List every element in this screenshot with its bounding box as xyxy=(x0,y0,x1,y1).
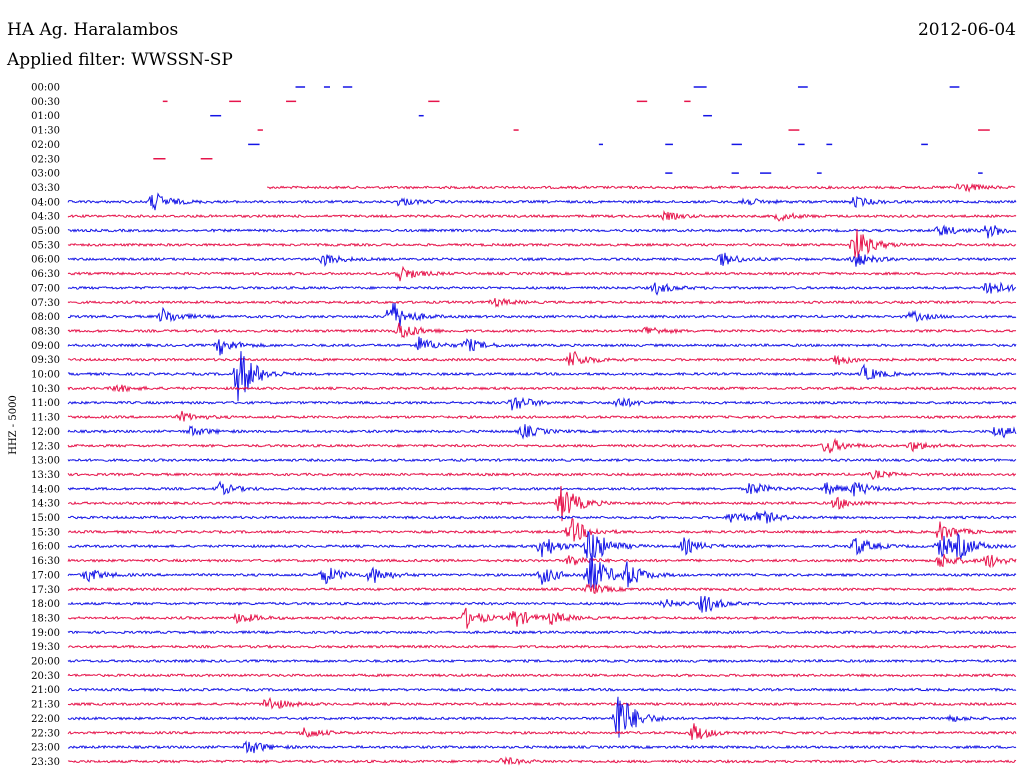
tick-label: 18:00 xyxy=(31,599,60,610)
trace-line xyxy=(67,629,1017,635)
trace-line xyxy=(67,607,1017,629)
trace-line xyxy=(67,530,1017,562)
trace-line xyxy=(67,192,1017,211)
tick-label: 07:00 xyxy=(31,283,60,294)
trace-line xyxy=(67,696,1017,738)
trace-line xyxy=(67,281,1017,296)
tick-label: 11:30 xyxy=(31,413,60,424)
tick-label: 00:00 xyxy=(31,83,60,94)
trace-line xyxy=(67,644,1017,649)
trace-line xyxy=(67,469,1017,481)
filter-line: Applied filter: WWSSN-SP xyxy=(7,50,233,70)
y-axis-label: HHZ - 5000 xyxy=(8,395,19,455)
tick-label: 14:30 xyxy=(31,499,60,510)
tick-label: 17:30 xyxy=(31,585,60,596)
trace-line xyxy=(67,554,1017,569)
tick-label: 02:00 xyxy=(31,140,60,151)
trace-line xyxy=(67,658,1017,664)
trace-line xyxy=(67,437,1017,454)
tick-label: 12:30 xyxy=(31,441,60,452)
trace-line xyxy=(67,384,1017,393)
tick-label: 21:00 xyxy=(31,685,60,696)
tick-label: 08:30 xyxy=(31,326,60,337)
filter-value: WWSSN-SP xyxy=(131,50,233,70)
station-title: HA Ag. Haralambos xyxy=(7,20,179,40)
tick-label: 05:30 xyxy=(31,240,60,251)
trace-line xyxy=(67,687,1017,693)
tick-label: 22:00 xyxy=(31,714,60,725)
tick-label: 16:00 xyxy=(31,542,60,553)
tick-label: 19:30 xyxy=(31,642,60,653)
trace-line xyxy=(67,336,1017,356)
tick-label: 10:00 xyxy=(31,370,60,381)
seismic-traces xyxy=(67,86,1017,766)
trace-line xyxy=(67,696,1017,710)
trace-line xyxy=(67,252,1017,268)
time-tick-labels: 00:00 00:30 01:00 01:30 02:00 02:30 03:00 03:30… xyxy=(31,83,60,768)
tick-label: 15:30 xyxy=(31,527,60,538)
tick-label: 05:00 xyxy=(31,226,60,237)
trace-line xyxy=(67,224,1017,239)
tick-label: 11:00 xyxy=(31,398,60,409)
trace-line xyxy=(67,740,1017,754)
tick-label: 00:30 xyxy=(31,97,60,108)
filter-label: Applied filter: xyxy=(7,50,126,70)
trace-line xyxy=(67,583,1017,595)
tick-label: 03:30 xyxy=(31,183,60,194)
trace-line xyxy=(67,457,1017,463)
tick-label: 14:00 xyxy=(31,484,60,495)
tick-label: 20:30 xyxy=(31,671,60,682)
tick-label: 23:30 xyxy=(31,757,60,768)
tick-label: 10:30 xyxy=(31,384,60,395)
tick-label: 17:00 xyxy=(31,570,60,581)
tick-label: 19:00 xyxy=(31,628,60,639)
tick-label: 02:30 xyxy=(31,154,60,165)
tick-label: 09:00 xyxy=(31,341,60,352)
trace-line xyxy=(67,265,1017,282)
trace-line xyxy=(67,672,1016,678)
tick-label: 15:00 xyxy=(31,513,60,524)
tick-label: 21:30 xyxy=(31,700,60,711)
tick-label: 16:30 xyxy=(31,556,60,567)
trace-line xyxy=(67,410,1017,422)
tick-label: 18:30 xyxy=(31,613,60,624)
tick-label: 23:00 xyxy=(31,743,60,754)
trace-line xyxy=(67,209,1017,222)
tick-label: 09:30 xyxy=(31,355,60,366)
trace-line xyxy=(67,229,1017,258)
trace-line xyxy=(67,424,1017,440)
tick-label: 04:30 xyxy=(31,212,60,223)
tick-label: 07:30 xyxy=(31,298,60,309)
tick-label: 04:00 xyxy=(31,197,60,208)
trace-line xyxy=(67,485,1017,522)
trace-line xyxy=(67,351,1017,402)
tick-label: 06:00 xyxy=(31,255,60,266)
trace-line xyxy=(67,552,1017,590)
trace-line xyxy=(67,510,1017,524)
tick-label: 08:00 xyxy=(31,312,60,323)
trace-line xyxy=(67,517,1017,542)
tick-label: 01:00 xyxy=(31,111,60,122)
tick-label: 20:00 xyxy=(31,657,60,668)
trace-line xyxy=(67,297,1017,308)
trace-line xyxy=(67,322,1017,339)
trace-line xyxy=(67,756,1017,766)
trace-line xyxy=(267,182,1016,193)
tick-label: 06:30 xyxy=(31,269,60,280)
tick-label: 01:30 xyxy=(31,126,60,137)
tick-label: 03:00 xyxy=(31,169,60,180)
trace-line xyxy=(67,595,1017,613)
trace-line xyxy=(67,302,1017,327)
trace-line xyxy=(67,396,1017,411)
tick-label: 13:30 xyxy=(31,470,60,481)
tick-label: 22:30 xyxy=(31,728,60,739)
trace-line xyxy=(67,480,1017,497)
tick-label: 12:00 xyxy=(31,427,60,438)
recording-date: 2012-06-04 xyxy=(917,20,1016,40)
trace-line xyxy=(67,350,1017,366)
tick-label: 13:00 xyxy=(31,456,60,467)
trace-line xyxy=(67,723,1017,741)
